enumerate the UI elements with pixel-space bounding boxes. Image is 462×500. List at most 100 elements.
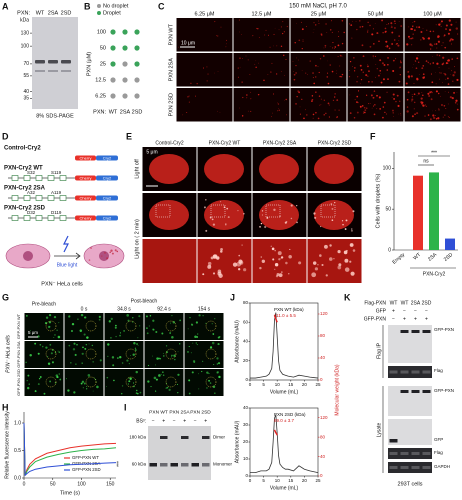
micro-dot (421, 92, 423, 93)
micro-dot (398, 100, 401, 102)
micro-dot (267, 34, 270, 36)
micro-dot (328, 116, 330, 118)
label: 111.0 ± 5.5 (274, 313, 296, 318)
label: PXN-Cry2 2SA (4, 186, 46, 192)
micro-dot (57, 335, 61, 339)
micro-dot (297, 90, 299, 92)
micro-dot (315, 24, 317, 26)
micro-dot (205, 198, 207, 201)
micro-dot (220, 26, 222, 28)
micro-dot (312, 31, 314, 33)
micro-dot (436, 54, 438, 56)
micro-dot (247, 110, 249, 112)
micro-dot (376, 32, 379, 35)
micro-dot (438, 23, 441, 26)
micro-dot (298, 39, 301, 42)
micro-dot (113, 379, 115, 382)
micro-dot (76, 343, 78, 346)
micro-dot (155, 378, 158, 381)
micro-dot (261, 214, 263, 216)
micro-dot (372, 96, 375, 99)
micro-dot (380, 73, 381, 74)
micro-dot (448, 28, 452, 32)
label: + (183, 418, 186, 424)
micro-dot (349, 61, 352, 63)
label: GAPDH (434, 464, 450, 469)
label: 0.5 (14, 448, 21, 454)
label: Light on ( 2 min) (134, 219, 140, 259)
label: 1.0 (14, 420, 21, 426)
panel-letter: G (2, 292, 9, 302)
micrograph (290, 53, 347, 87)
micro-dot (208, 379, 211, 382)
micro-dot (432, 62, 435, 64)
micro-dot (383, 101, 386, 104)
micro-dot (37, 352, 40, 355)
micro-dot (284, 221, 287, 224)
label: − (392, 316, 395, 322)
micro-dot (58, 373, 60, 375)
micro-dot (264, 225, 267, 229)
micro-dot (257, 93, 260, 96)
micro-dot (50, 352, 53, 355)
micro-dot (274, 262, 279, 267)
micro-dot (357, 90, 360, 92)
label: PXN 2SD (190, 409, 211, 415)
micro-dot (87, 373, 91, 377)
label: 40 (243, 405, 249, 410)
micro-dot (237, 76, 239, 78)
label: − (425, 308, 428, 314)
micro-dot (386, 91, 388, 93)
micro-dot (260, 222, 263, 225)
micro-dot (280, 45, 283, 47)
droplet-dot (134, 93, 140, 99)
micro-dot (159, 358, 162, 360)
micro-dot (179, 319, 181, 322)
label: PXN-Cry2 (423, 271, 446, 277)
micro-dot (101, 255, 103, 257)
micro-dot (247, 59, 249, 61)
micro-dot (292, 61, 294, 62)
micro-dot (131, 321, 134, 323)
label: Lysate (376, 423, 382, 438)
micro-dot (250, 110, 252, 112)
micro-dot (77, 318, 79, 320)
micro-dot (283, 31, 285, 33)
label: 2SA (120, 109, 131, 115)
micro-dot (83, 316, 86, 319)
micro-dot (39, 376, 42, 378)
micro-dot (364, 109, 367, 112)
micro-dot (182, 114, 184, 116)
micro-dot (111, 252, 114, 255)
micro-dot (92, 390, 94, 392)
micro-dot (359, 105, 362, 108)
label: 60 kDa (132, 462, 147, 467)
micro-dot (196, 336, 199, 338)
micro-dot (326, 32, 328, 34)
line-series (23, 422, 117, 477)
band-faint (35, 70, 45, 72)
micro-dot (445, 62, 448, 65)
micro-dot (371, 107, 373, 109)
micro-dot (336, 99, 339, 101)
micro-dot (158, 374, 161, 377)
micro-dot (412, 22, 414, 23)
panel-letter: K (344, 292, 351, 302)
label: PXN-Cry2 2SD (318, 140, 352, 146)
label: 15 (288, 382, 294, 387)
band (389, 452, 398, 455)
micro-dot (447, 59, 450, 62)
label: Flag IP (376, 342, 382, 359)
micro-dot (208, 373, 210, 375)
micro-dot (391, 43, 393, 45)
micro-dot (319, 58, 322, 60)
micro-dot (177, 391, 179, 394)
micro-dot (161, 332, 164, 335)
micro-dot (315, 64, 317, 67)
micro-dot (432, 110, 433, 112)
droplet-dot (134, 77, 140, 83)
micrograph (24, 369, 64, 396)
micro-dot (110, 249, 113, 252)
micro-dot (348, 23, 351, 25)
